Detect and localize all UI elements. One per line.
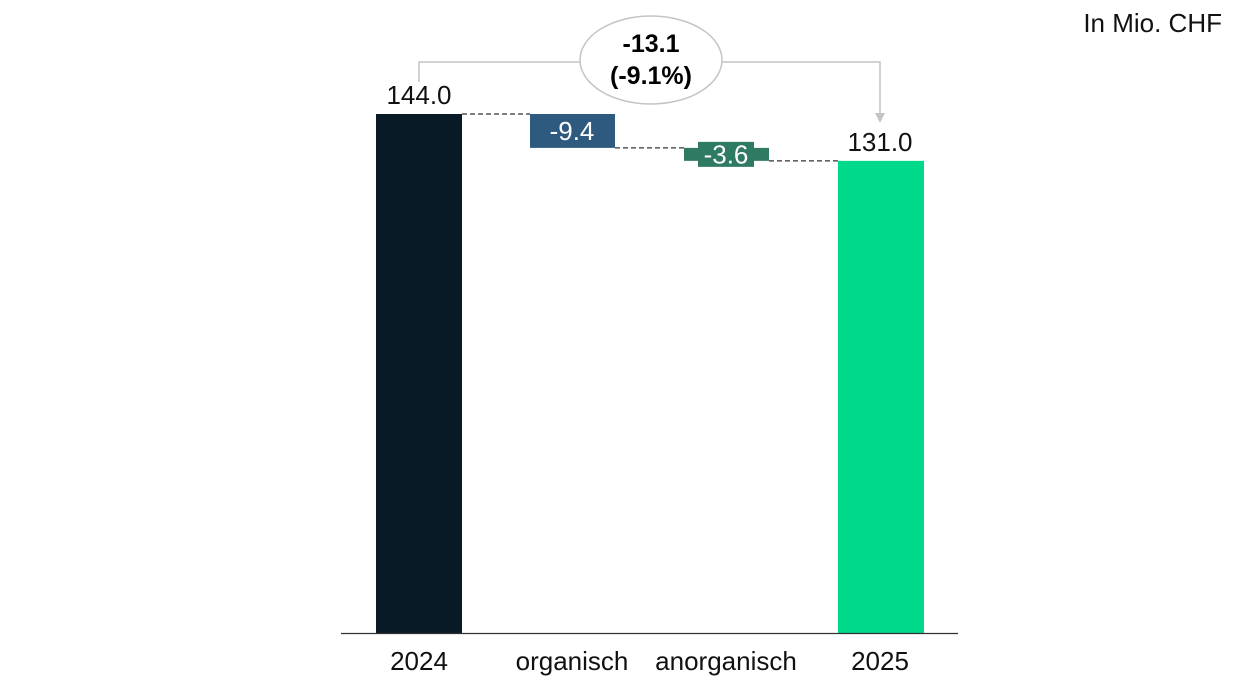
data-label-anorganisch: -3.6 — [704, 139, 749, 169]
delta-value: -13.1 — [623, 30, 680, 58]
data-label-organisch: -9.4 — [550, 116, 595, 146]
category-label-anorganisch: anorganisch — [655, 646, 797, 676]
delta-bracket — [418, 61, 880, 118]
delta-callout-bubble — [579, 15, 723, 105]
data-label-2024: 144.0 — [386, 80, 451, 110]
category-label-organisch: organisch — [516, 646, 629, 676]
bar-2025 — [838, 160, 924, 633]
category-label-2024: 2024 — [390, 646, 448, 676]
category-label-2025: 2025 — [851, 646, 909, 676]
delta-percent: (-9.1%) — [610, 62, 692, 90]
data-label-2025: 131.0 — [847, 127, 912, 157]
bar-organisch — [530, 114, 615, 148]
unit-label: In Mio. CHF — [1083, 8, 1222, 38]
bar-2024 — [376, 114, 462, 633]
data-label-box-anorganisch — [698, 141, 754, 167]
